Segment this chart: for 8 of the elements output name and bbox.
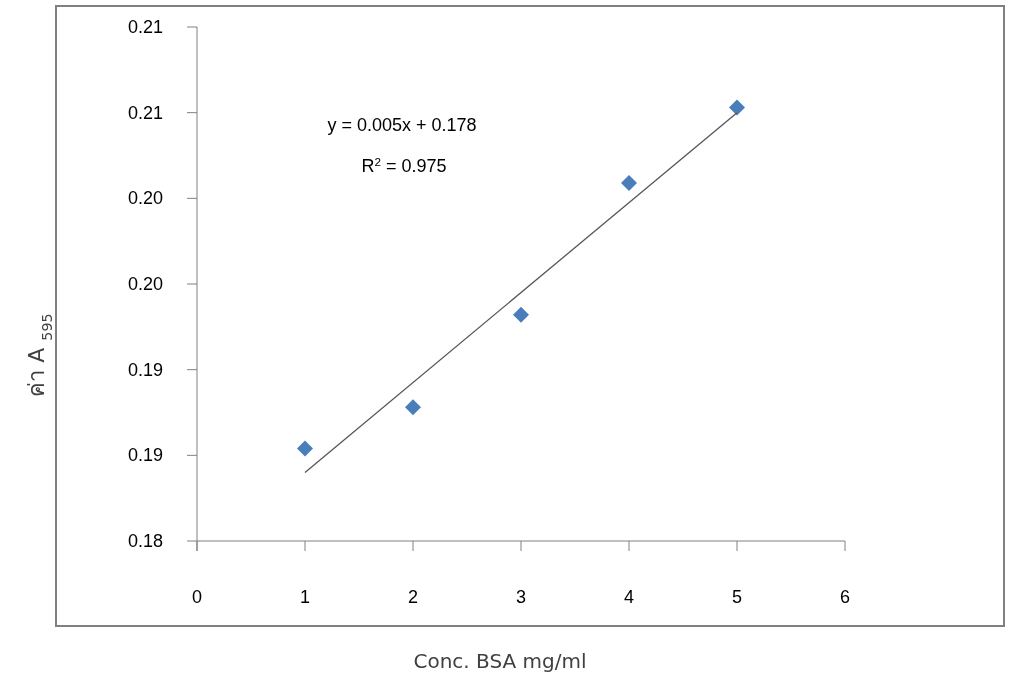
xlabel: Conc. BSA mg/ml xyxy=(413,649,587,673)
point xyxy=(621,174,637,191)
point xyxy=(729,99,745,116)
point xyxy=(513,306,529,323)
annotation: R$^{2}$ = 0.975 xyxy=(361,154,447,176)
annotation: y = 0.005x + 0.178 xyxy=(327,115,477,135)
point xyxy=(405,399,421,416)
point xyxy=(297,440,313,457)
